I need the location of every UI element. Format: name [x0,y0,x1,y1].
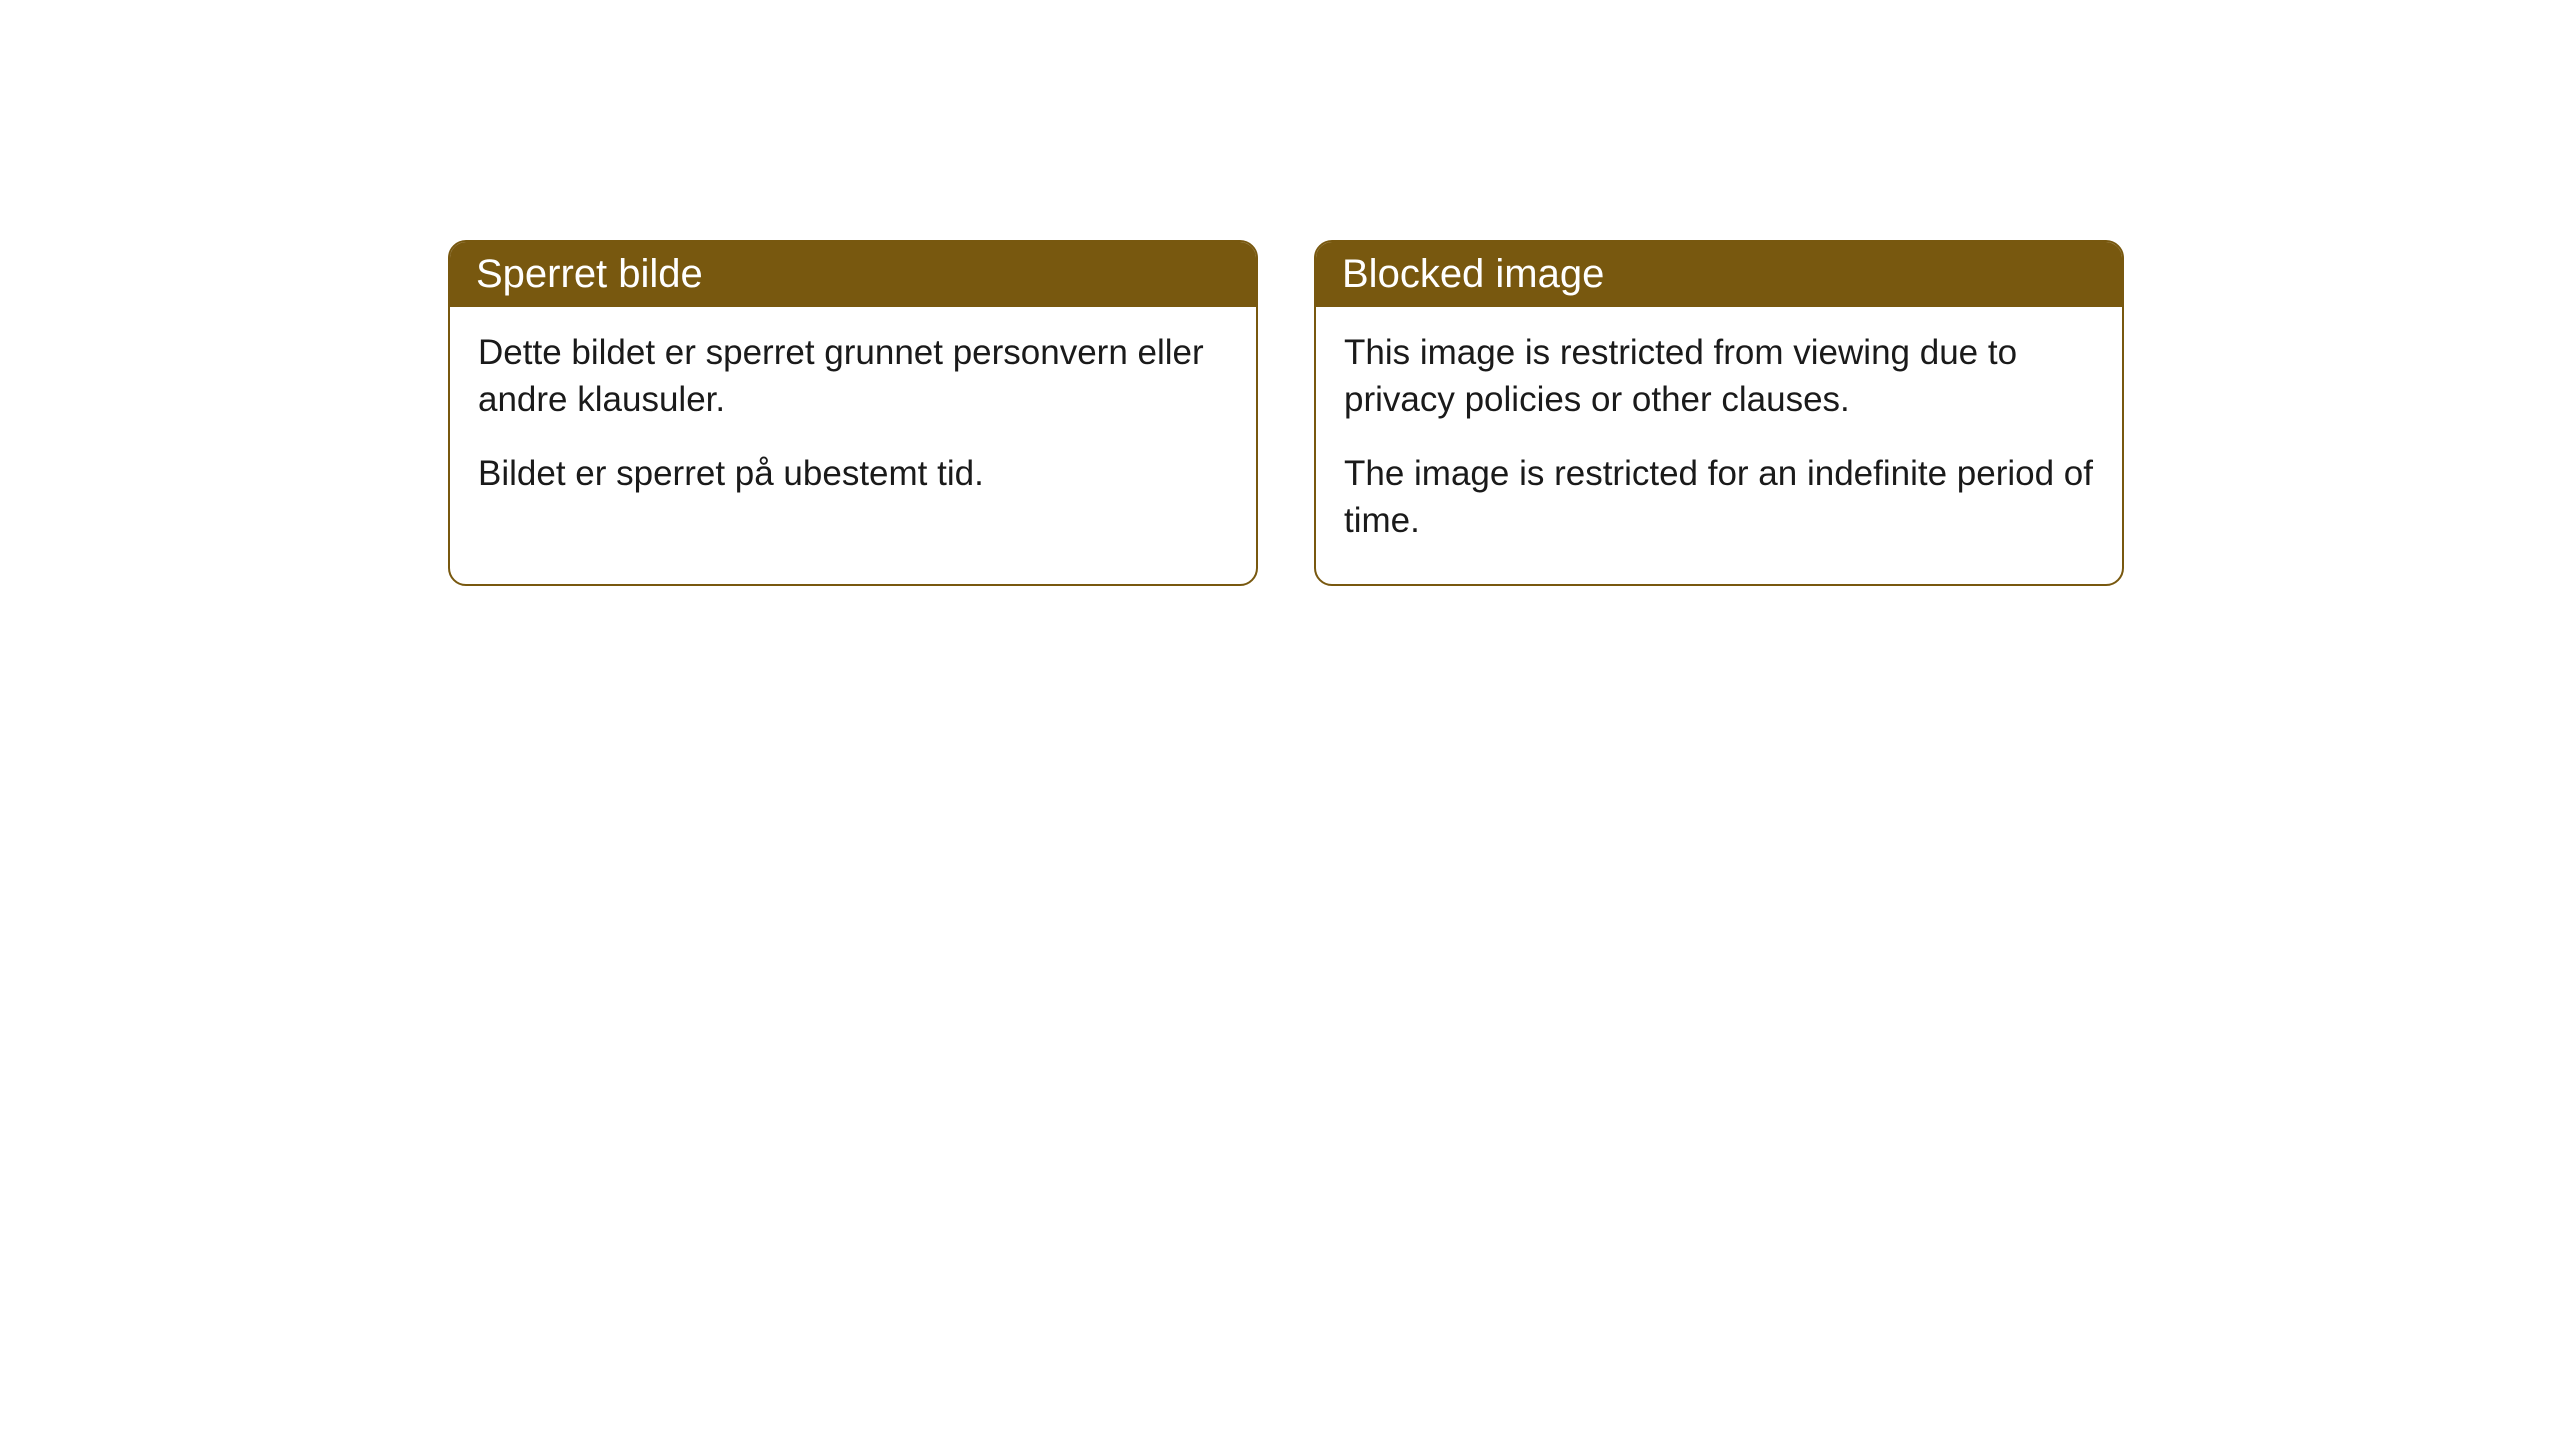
card-title: Blocked image [1342,252,1604,296]
card-body-english: This image is restricted from viewing du… [1316,307,2122,584]
card-body-norwegian: Dette bildet er sperret grunnet personve… [450,307,1256,537]
blocked-image-card-english: Blocked image This image is restricted f… [1314,240,2124,586]
blocked-image-card-norwegian: Sperret bilde Dette bildet er sperret gr… [448,240,1258,586]
card-paragraph-1: This image is restricted from viewing du… [1344,329,2094,424]
card-header-english: Blocked image [1316,242,2122,307]
card-header-norwegian: Sperret bilde [450,242,1256,307]
card-paragraph-1: Dette bildet er sperret grunnet personve… [478,329,1228,424]
card-paragraph-2: Bildet er sperret på ubestemt tid. [478,450,1228,497]
notice-cards-container: Sperret bilde Dette bildet er sperret gr… [448,240,2124,586]
card-title: Sperret bilde [476,252,703,296]
card-paragraph-2: The image is restricted for an indefinit… [1344,450,2094,545]
